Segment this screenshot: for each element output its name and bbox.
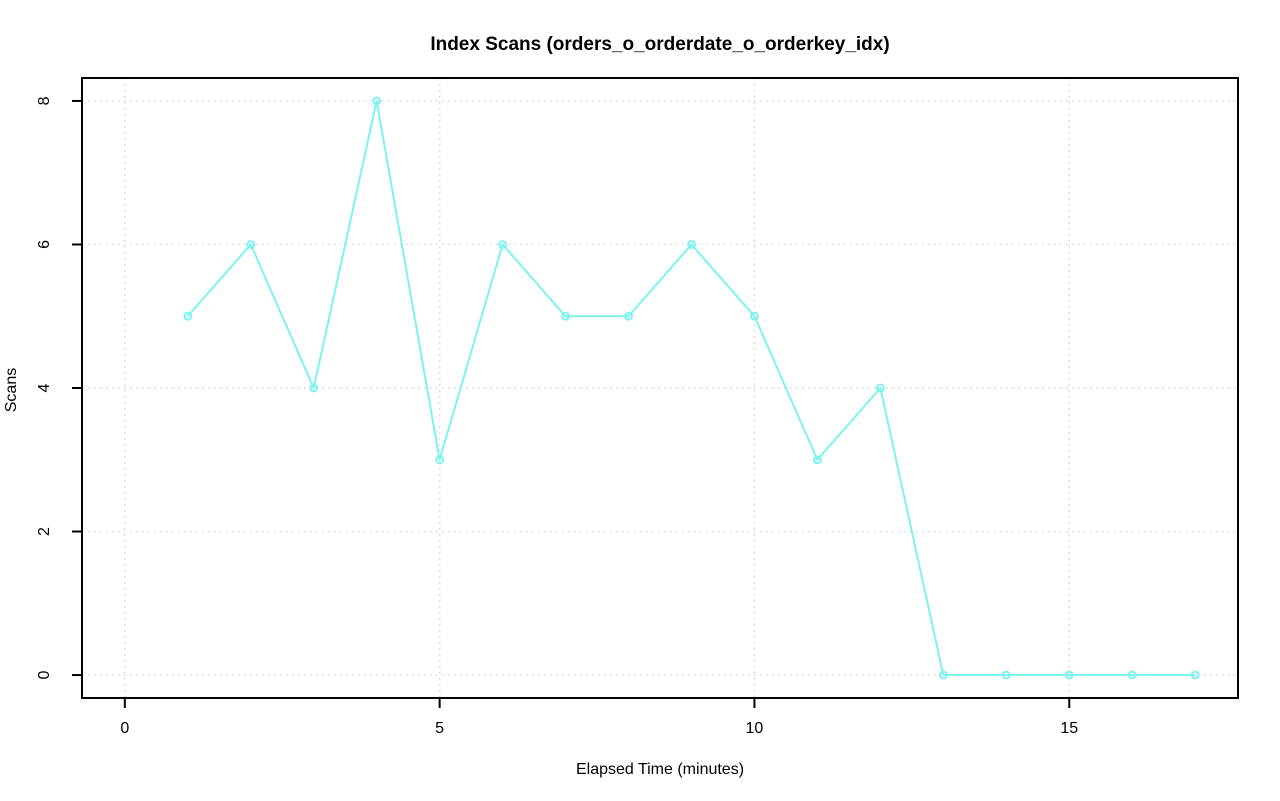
data-point [1127,670,1137,680]
x-tick-label: 10 [746,720,764,737]
data-point [498,240,507,249]
grid-layer [82,78,1238,698]
data-point [875,383,885,393]
data-point [624,311,633,321]
y-tick-label: 2 [36,527,53,536]
data-point [372,96,382,106]
x-tick-label: 0 [120,720,129,737]
y-tick-label: 8 [36,96,53,105]
data-point [938,670,948,680]
series-line [187,99,1196,677]
chart-title: Index Scans (orders_o_orderdate_o_orderk… [430,34,889,55]
y-tick-label: 6 [36,240,53,249]
axes-layer: 0 5 10 15 0 2 4 6 8 [36,77,1239,737]
data-point [183,311,193,321]
y-tick-label: 4 [36,383,53,392]
data-point [1064,670,1074,680]
y-axis-label: Scans [3,368,20,412]
data-point [246,240,256,249]
data-point [750,311,759,321]
data-point [813,455,822,465]
data-point [435,455,445,465]
data-point [1001,670,1011,680]
data-point [561,311,570,321]
data-point [309,383,319,393]
data-series [183,96,1200,680]
x-axis-label: Elapsed Time (minutes) [576,761,744,778]
x-tick-label: 15 [1060,720,1078,737]
y-tick-label: 0 [36,670,53,679]
data-point [1190,670,1200,680]
plot-box [81,77,1239,699]
data-point [687,240,696,249]
x-tick-label: 5 [435,720,444,737]
